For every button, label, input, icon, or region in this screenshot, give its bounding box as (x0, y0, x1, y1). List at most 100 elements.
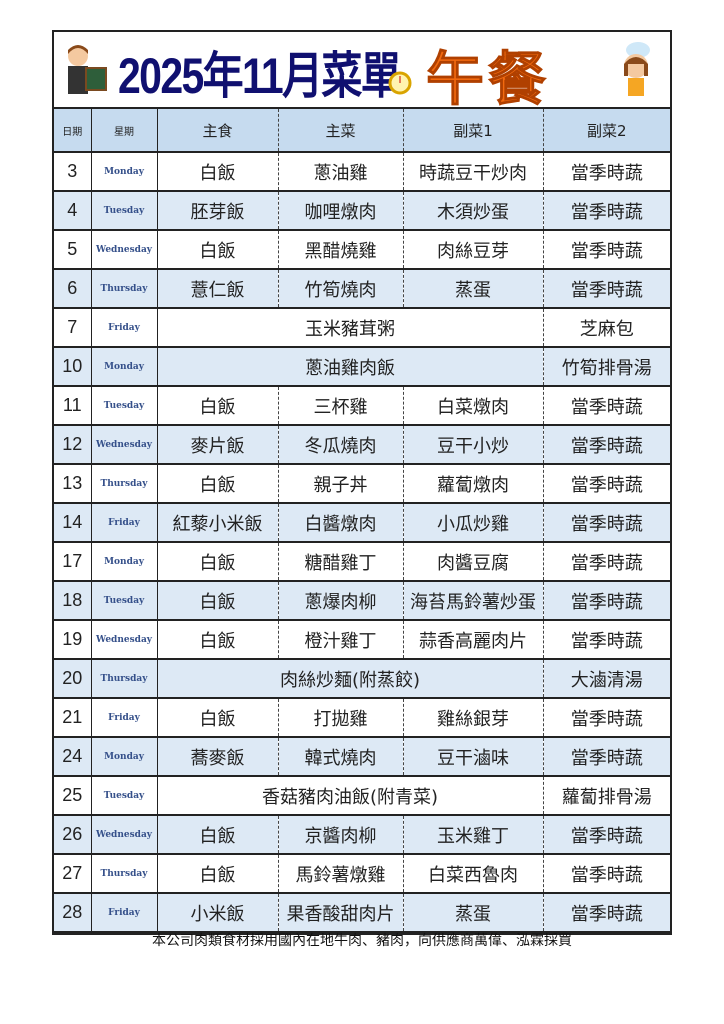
menu-row: 28 Friday 小米飯 果香酸甜肉片 蒸蛋 當季時蔬 (54, 893, 670, 933)
side-dish-1-cell: 白菜燉肉 (403, 386, 544, 426)
main-dish-cell: 蔥油雞 (278, 152, 404, 192)
staple-cell: 白飯 (157, 581, 279, 621)
title-banner: 2025年11月菜單 午餐 (54, 32, 670, 114)
date-cell: 18 (54, 581, 92, 621)
main-dish-cell: 黑醋燒雞 (278, 230, 404, 270)
side-dish-2-cell: 蘿蔔排骨湯 (543, 776, 670, 816)
weekday-cell: Friday (91, 698, 158, 738)
side-dish-2-cell: 當季時蔬 (543, 464, 670, 504)
header-main: 主菜 (278, 109, 404, 153)
staple-cell: 紅藜小米飯 (157, 503, 279, 543)
merged-meal-cell: 蔥油雞肉飯 (157, 347, 544, 387)
menu-row: 5 Wednesday 白飯 黑醋燒雞 肉絲豆芽 當季時蔬 (54, 230, 670, 270)
main-dish-cell: 果香酸甜肉片 (278, 893, 404, 933)
header-side2: 副菜2 (543, 109, 670, 153)
menu-row: 18 Tuesday 白飯 蔥爆肉柳 海苔馬鈴薯炒蛋 當季時蔬 (54, 581, 670, 621)
date-cell: 6 (54, 269, 92, 309)
side-dish-1-cell: 豆干滷味 (403, 737, 544, 777)
weekday-cell: Tuesday (91, 386, 158, 426)
main-dish-cell: 白醬燉肉 (278, 503, 404, 543)
staple-cell: 白飯 (157, 620, 279, 660)
side-dish-1-cell: 蒜香高麗肉片 (403, 620, 544, 660)
side-dish-1-cell: 蘿蔔燉肉 (403, 464, 544, 504)
staple-cell: 蕎麥飯 (157, 737, 279, 777)
date-cell: 14 (54, 503, 92, 543)
menu-row: 6 Thursday 薏仁飯 竹筍燒肉 蒸蛋 當季時蔬 (54, 269, 670, 309)
header-weekday: 星期 (91, 109, 158, 153)
main-dish-cell: 糖醋雞丁 (278, 542, 404, 582)
staple-cell: 白飯 (157, 698, 279, 738)
main-dish-cell: 親子丼 (278, 464, 404, 504)
date-cell: 17 (54, 542, 92, 582)
side-dish-2-cell: 當季時蔬 (543, 191, 670, 231)
date-cell: 3 (54, 152, 92, 192)
main-dish-cell: 韓式燒肉 (278, 737, 404, 777)
side-dish-2-cell: 當季時蔬 (543, 815, 670, 855)
main-dish-cell: 橙汁雞丁 (278, 620, 404, 660)
side-dish-2-cell: 當季時蔬 (543, 386, 670, 426)
staple-cell: 白飯 (157, 386, 279, 426)
side-dish-1-cell: 肉絲豆芽 (403, 230, 544, 270)
side-dish-2-cell: 當季時蔬 (543, 854, 670, 894)
menu-row: 27 Thursday 白飯 馬鈴薯燉雞 白菜西魯肉 當季時蔬 (54, 854, 670, 894)
date-cell: 11 (54, 386, 92, 426)
side-dish-1-cell: 蒸蛋 (403, 269, 544, 309)
date-cell: 28 (54, 893, 92, 933)
staple-cell: 胚芽飯 (157, 191, 279, 231)
weekday-cell: Thursday (91, 854, 158, 894)
side-dish-1-cell: 蒸蛋 (403, 893, 544, 933)
side-dish-2-cell: 當季時蔬 (543, 893, 670, 933)
date-cell: 13 (54, 464, 92, 504)
menu-row: 20 Thursday 肉絲炒麵(附蒸餃) 大滷清湯 (54, 659, 670, 699)
kitchen-scale-icon (388, 71, 412, 95)
side-dish-2-cell: 當季時蔬 (543, 542, 670, 582)
side-dish-2-cell: 芝麻包 (543, 308, 670, 348)
side-dish-2-cell: 當季時蔬 (543, 152, 670, 192)
side-dish-2-cell: 當季時蔬 (543, 698, 670, 738)
side-dish-1-cell: 木須炒蛋 (403, 191, 544, 231)
menu-row: 11 Tuesday 白飯 三杯雞 白菜燉肉 當季時蔬 (54, 386, 670, 426)
menu-table: 日期 星期 主食 主菜 副菜1 副菜2 3 Monday 白飯 蔥油雞 時蔬豆干炒肉 當季… (54, 109, 670, 933)
weekday-cell: Wednesday (91, 230, 158, 270)
staple-cell: 白飯 (157, 464, 279, 504)
chef-illustration-icon (624, 42, 650, 96)
main-dish-cell: 竹筍燒肉 (278, 269, 404, 309)
weekday-cell: Friday (91, 308, 158, 348)
weekday-cell: Tuesday (91, 191, 158, 231)
main-dish-cell: 咖哩燉肉 (278, 191, 404, 231)
menu-row: 10 Monday 蔥油雞肉飯 竹筍排骨湯 (54, 347, 670, 387)
side-dish-1-cell: 海苔馬鈴薯炒蛋 (403, 581, 544, 621)
weekday-cell: Monday (91, 542, 158, 582)
menu-row: 4 Tuesday 胚芽飯 咖哩燉肉 木須炒蛋 當季時蔬 (54, 191, 670, 231)
staple-cell: 白飯 (157, 230, 279, 270)
weekday-cell: Thursday (91, 464, 158, 504)
side-dish-2-cell: 當季時蔬 (543, 230, 670, 270)
weekday-cell: Tuesday (91, 776, 158, 816)
side-dish-2-cell: 當季時蔬 (543, 503, 670, 543)
staple-cell: 白飯 (157, 152, 279, 192)
staple-cell: 白飯 (157, 815, 279, 855)
side-dish-2-cell: 當季時蔬 (543, 269, 670, 309)
merged-meal-cell: 香菇豬肉油飯(附青菜) (157, 776, 544, 816)
weekday-cell: Thursday (91, 659, 158, 699)
merged-meal-cell: 肉絲炒麵(附蒸餃) (157, 659, 544, 699)
menu-row: 7 Friday 玉米豬茸粥 芝麻包 (54, 308, 670, 348)
main-dish-cell: 打拋雞 (278, 698, 404, 738)
header-date: 日期 (54, 109, 92, 153)
staple-cell: 小米飯 (157, 893, 279, 933)
menu-row: 25 Tuesday 香菇豬肉油飯(附青菜) 蘿蔔排骨湯 (54, 776, 670, 816)
weekday-cell: Tuesday (91, 581, 158, 621)
weekday-cell: Wednesday (91, 620, 158, 660)
staple-cell: 白飯 (157, 542, 279, 582)
side-dish-1-cell: 玉米雞丁 (403, 815, 544, 855)
side-dish-2-cell: 竹筍排骨湯 (543, 347, 670, 387)
side-dish-2-cell: 大滷清湯 (543, 659, 670, 699)
menu-rows: 3 Monday 白飯 蔥油雞 時蔬豆干炒肉 當季時蔬 4 Tuesday 胚芽飯 咖哩燉肉 木須炒… (54, 152, 670, 933)
main-dish-cell: 京醬肉柳 (278, 815, 404, 855)
side-dish-1-cell: 時蔬豆干炒肉 (403, 152, 544, 192)
staple-cell: 白飯 (157, 854, 279, 894)
weekday-cell: Monday (91, 737, 158, 777)
menu-row: 21 Friday 白飯 打拋雞 雞絲銀芽 當季時蔬 (54, 698, 670, 738)
side-dish-1-cell: 豆干小炒 (403, 425, 544, 465)
weekday-cell: Monday (91, 347, 158, 387)
